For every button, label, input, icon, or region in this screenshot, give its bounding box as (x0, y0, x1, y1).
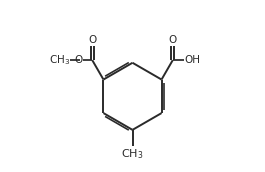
Text: O: O (169, 35, 177, 45)
Text: OH: OH (184, 55, 200, 65)
Text: CH$_3$: CH$_3$ (48, 53, 70, 67)
Text: O: O (74, 55, 82, 65)
Text: CH$_3$: CH$_3$ (121, 148, 144, 161)
Text: O: O (88, 35, 96, 45)
